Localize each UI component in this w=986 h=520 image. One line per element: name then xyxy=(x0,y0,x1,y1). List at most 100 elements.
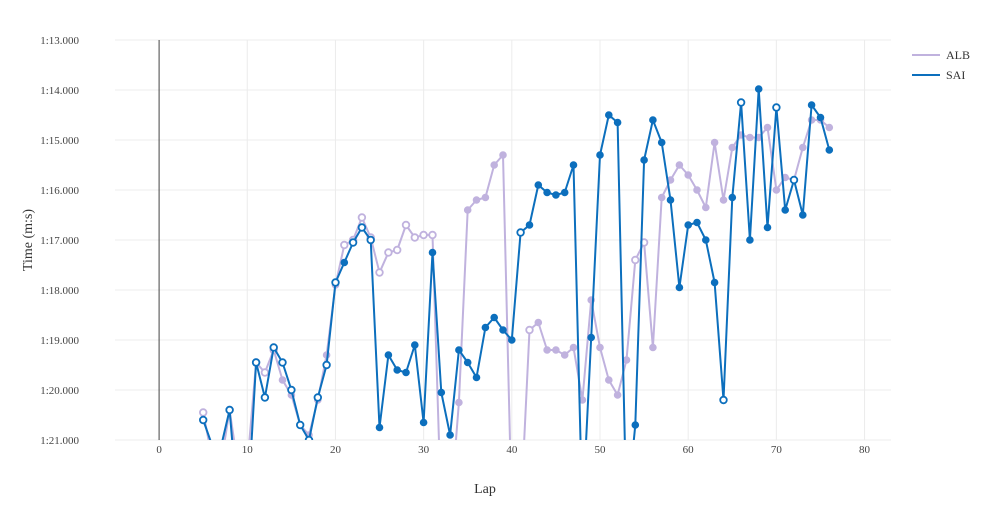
y-tick-label: 1:20.000 xyxy=(40,385,79,397)
data-point-alb xyxy=(825,123,834,132)
data-point-sai xyxy=(552,191,560,199)
data-point-alb xyxy=(569,343,578,352)
y-tick-label: 1:16.000 xyxy=(40,185,79,197)
data-point-sai xyxy=(244,512,251,519)
axes: 1:13.000 1:14.000 1:15.000 1:16.000 1:17.000… xyxy=(40,35,870,456)
data-point-alb xyxy=(719,196,728,204)
data-point-alb xyxy=(772,186,781,194)
data-point-alb xyxy=(447,512,454,519)
data-point-sai xyxy=(490,313,499,322)
data-point-sai xyxy=(366,235,375,245)
data-point-sai xyxy=(623,512,630,519)
data-point-sai xyxy=(402,368,410,377)
data-point-alb xyxy=(278,376,287,384)
data-point-sai xyxy=(781,206,790,214)
data-point-sai xyxy=(719,395,728,405)
data-point-sai xyxy=(508,336,516,344)
data-point-sai xyxy=(428,248,437,257)
data-point-sai xyxy=(499,326,507,334)
legend[interactable]: ALB SAI xyxy=(912,48,970,82)
x-tick-label: 0 xyxy=(156,444,162,456)
legend-label-sai: SAI xyxy=(946,68,965,82)
x-tick-label: 80 xyxy=(859,444,871,456)
data-point-sai xyxy=(251,358,261,367)
data-point-alb xyxy=(428,230,437,240)
y-tick-label: 1:15.000 xyxy=(40,135,79,147)
data-point-sai xyxy=(613,118,622,127)
data-point-sai xyxy=(375,423,384,432)
data-point-sai xyxy=(331,278,340,287)
data-point-alb xyxy=(517,512,524,519)
data-point-alb xyxy=(702,203,710,212)
data-point-alb xyxy=(622,356,631,364)
data-point-sai xyxy=(481,323,490,332)
data-point-alb xyxy=(746,133,754,142)
data-point-alb xyxy=(393,245,402,255)
data-point-alb xyxy=(481,193,490,202)
data-point-sai xyxy=(763,223,772,232)
data-point-sai xyxy=(807,101,816,109)
y-axis-title: Time (m:s) xyxy=(21,209,36,271)
data-point-sai xyxy=(754,85,763,93)
data-point-sai xyxy=(702,236,710,244)
data-point-alb xyxy=(710,138,719,147)
data-point-alb xyxy=(763,123,772,132)
data-point-alb xyxy=(490,161,499,169)
data-point-alb xyxy=(675,161,684,169)
data-point-sai xyxy=(666,196,675,204)
x-axis-title: Lap xyxy=(474,482,496,497)
data-point-sai xyxy=(411,341,419,349)
data-point-sai xyxy=(825,146,834,154)
data-point-sai xyxy=(340,258,349,267)
data-point-sai xyxy=(657,138,666,147)
data-point-alb xyxy=(560,351,569,359)
data-point-sai xyxy=(225,405,234,415)
data-point-alb xyxy=(340,240,349,250)
data-point-sai xyxy=(455,346,463,354)
data-point-sai xyxy=(789,175,799,185)
data-point-sai xyxy=(640,156,648,164)
data-point-sai xyxy=(799,211,807,219)
data-point-sai xyxy=(693,218,701,227)
y-tick-label: 1:14.000 xyxy=(40,85,79,97)
data-point-sai xyxy=(579,512,586,519)
data-point-alb xyxy=(384,248,393,257)
x-tick-label: 60 xyxy=(683,444,695,456)
data-point-alb xyxy=(799,143,807,152)
data-point-sai xyxy=(675,283,684,292)
x-tick-label: 40 xyxy=(506,444,518,456)
data-point-alb xyxy=(605,376,613,384)
data-point-sai xyxy=(569,161,578,169)
data-point-sai xyxy=(437,388,446,397)
data-point-sai xyxy=(710,278,719,287)
data-point-sai xyxy=(384,351,393,359)
data-point-sai xyxy=(322,360,331,370)
data-point-sai xyxy=(419,418,428,427)
data-point-alb xyxy=(410,233,419,242)
series-alb xyxy=(198,116,834,519)
data-point-sai xyxy=(587,333,596,342)
x-tick-label: 30 xyxy=(418,444,430,456)
data-point-sai xyxy=(736,98,746,107)
data-point-sai xyxy=(348,238,358,247)
data-point-sai xyxy=(525,221,534,229)
data-point-sai xyxy=(218,444,225,451)
data-point-sai xyxy=(304,435,314,440)
data-point-alb xyxy=(613,391,622,399)
data-point-alb xyxy=(649,343,657,352)
data-point-alb xyxy=(534,318,543,327)
data-point-sai xyxy=(816,113,825,122)
x-tick-label: 10 xyxy=(242,444,254,456)
data-point-alb xyxy=(631,255,640,265)
data-point-alb xyxy=(463,206,472,214)
x-tick-label: 70 xyxy=(771,444,783,456)
data-point-alb xyxy=(198,408,208,417)
data-point-sai xyxy=(393,366,402,374)
y-tick-label: 1:21.000 xyxy=(40,435,79,447)
data-point-sai xyxy=(287,385,296,395)
data-point-alb xyxy=(499,151,507,159)
data-point-sai xyxy=(296,420,305,430)
data-point-sai xyxy=(543,188,551,197)
data-point-alb xyxy=(401,220,411,230)
